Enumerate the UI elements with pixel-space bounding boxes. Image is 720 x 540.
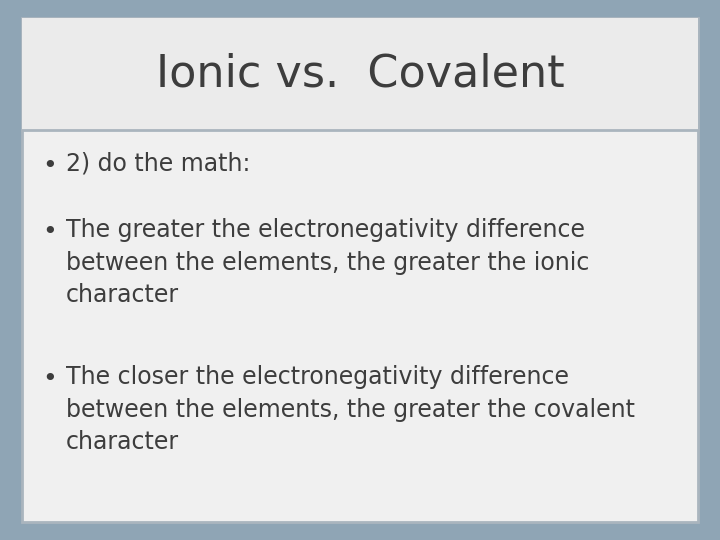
Text: •: • xyxy=(42,220,58,244)
Text: •: • xyxy=(42,367,58,391)
Text: Ionic vs.  Covalent: Ionic vs. Covalent xyxy=(156,52,564,96)
Text: The greater the electronegativity difference
between the elements, the greater t: The greater the electronegativity differ… xyxy=(66,218,590,307)
Text: The closer the electronegativity difference
between the elements, the greater th: The closer the electronegativity differe… xyxy=(66,365,635,454)
FancyBboxPatch shape xyxy=(22,18,698,522)
Text: 2) do the math:: 2) do the math: xyxy=(66,152,251,176)
FancyBboxPatch shape xyxy=(22,18,698,130)
Text: •: • xyxy=(42,154,58,178)
